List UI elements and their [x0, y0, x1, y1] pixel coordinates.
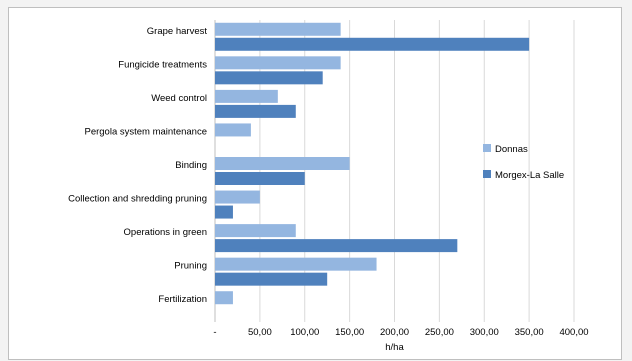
x-tick-label: 150,00: [335, 327, 364, 338]
bar-donnas: [215, 123, 251, 137]
x-tick-label: 350,00: [515, 327, 544, 338]
bar-chart: Grape harvest Fungicide treatments Weed co…: [68, 20, 589, 353]
x-tick-label: 50,00: [248, 327, 272, 338]
x-tick-label: 200,00: [380, 327, 409, 338]
category-label: Pergola system maintenance: [84, 126, 207, 137]
category-label: Grape harvest: [147, 26, 208, 37]
grid-layer: [214, 20, 575, 322]
category-label: Weed control: [151, 93, 207, 104]
category-labels: Grape harvest Fungicide treatments Weed co…: [68, 26, 207, 305]
bar-morgex: [215, 172, 305, 185]
x-tick-labels: - 50,00 100,00 150,00 200,00 250,00 300,00 350,…: [213, 327, 588, 338]
bar-morgex: [215, 239, 458, 253]
bar-donnas: [215, 89, 278, 103]
x-tick-label: 300,00: [470, 327, 499, 338]
bar-donnas: [215, 190, 260, 204]
x-tick-label: 250,00: [425, 327, 454, 338]
bar-donnas: [215, 257, 377, 271]
legend-label: Donnas: [495, 144, 528, 155]
bar-donnas: [215, 224, 296, 238]
bar-layer: [215, 22, 530, 305]
bar-morgex: [215, 104, 296, 118]
x-tick-label: 100,00: [290, 327, 319, 338]
category-label: Operations in green: [124, 227, 207, 238]
x-axis-label: h/ha: [385, 342, 404, 353]
legend: Donnas Morgex-La Salle: [483, 144, 564, 181]
x-tick-label: 400,00: [559, 327, 588, 338]
bar-donnas: [215, 157, 350, 170]
bar-donnas: [215, 22, 341, 36]
bar-morgex: [215, 205, 233, 219]
bar-donnas: [215, 291, 233, 305]
bar-morgex: [215, 71, 323, 85]
bar-morgex: [215, 272, 328, 286]
bar-donnas: [215, 56, 341, 70]
legend-label: Morgex-La Salle: [495, 170, 564, 181]
category-label: Fertilization: [158, 294, 207, 305]
category-label: Collection and shredding pruning: [68, 194, 207, 205]
chart-frame: Grape harvest Fungicide treatments Weed co…: [8, 7, 622, 360]
category-label: Pruning: [174, 261, 207, 272]
category-label: Fungicide treatments: [118, 59, 207, 70]
legend-swatch: [483, 170, 491, 178]
bar-morgex: [215, 37, 530, 51]
x-tick-label: -: [213, 327, 216, 338]
legend-swatch: [483, 144, 491, 152]
category-label: Binding: [175, 160, 207, 171]
